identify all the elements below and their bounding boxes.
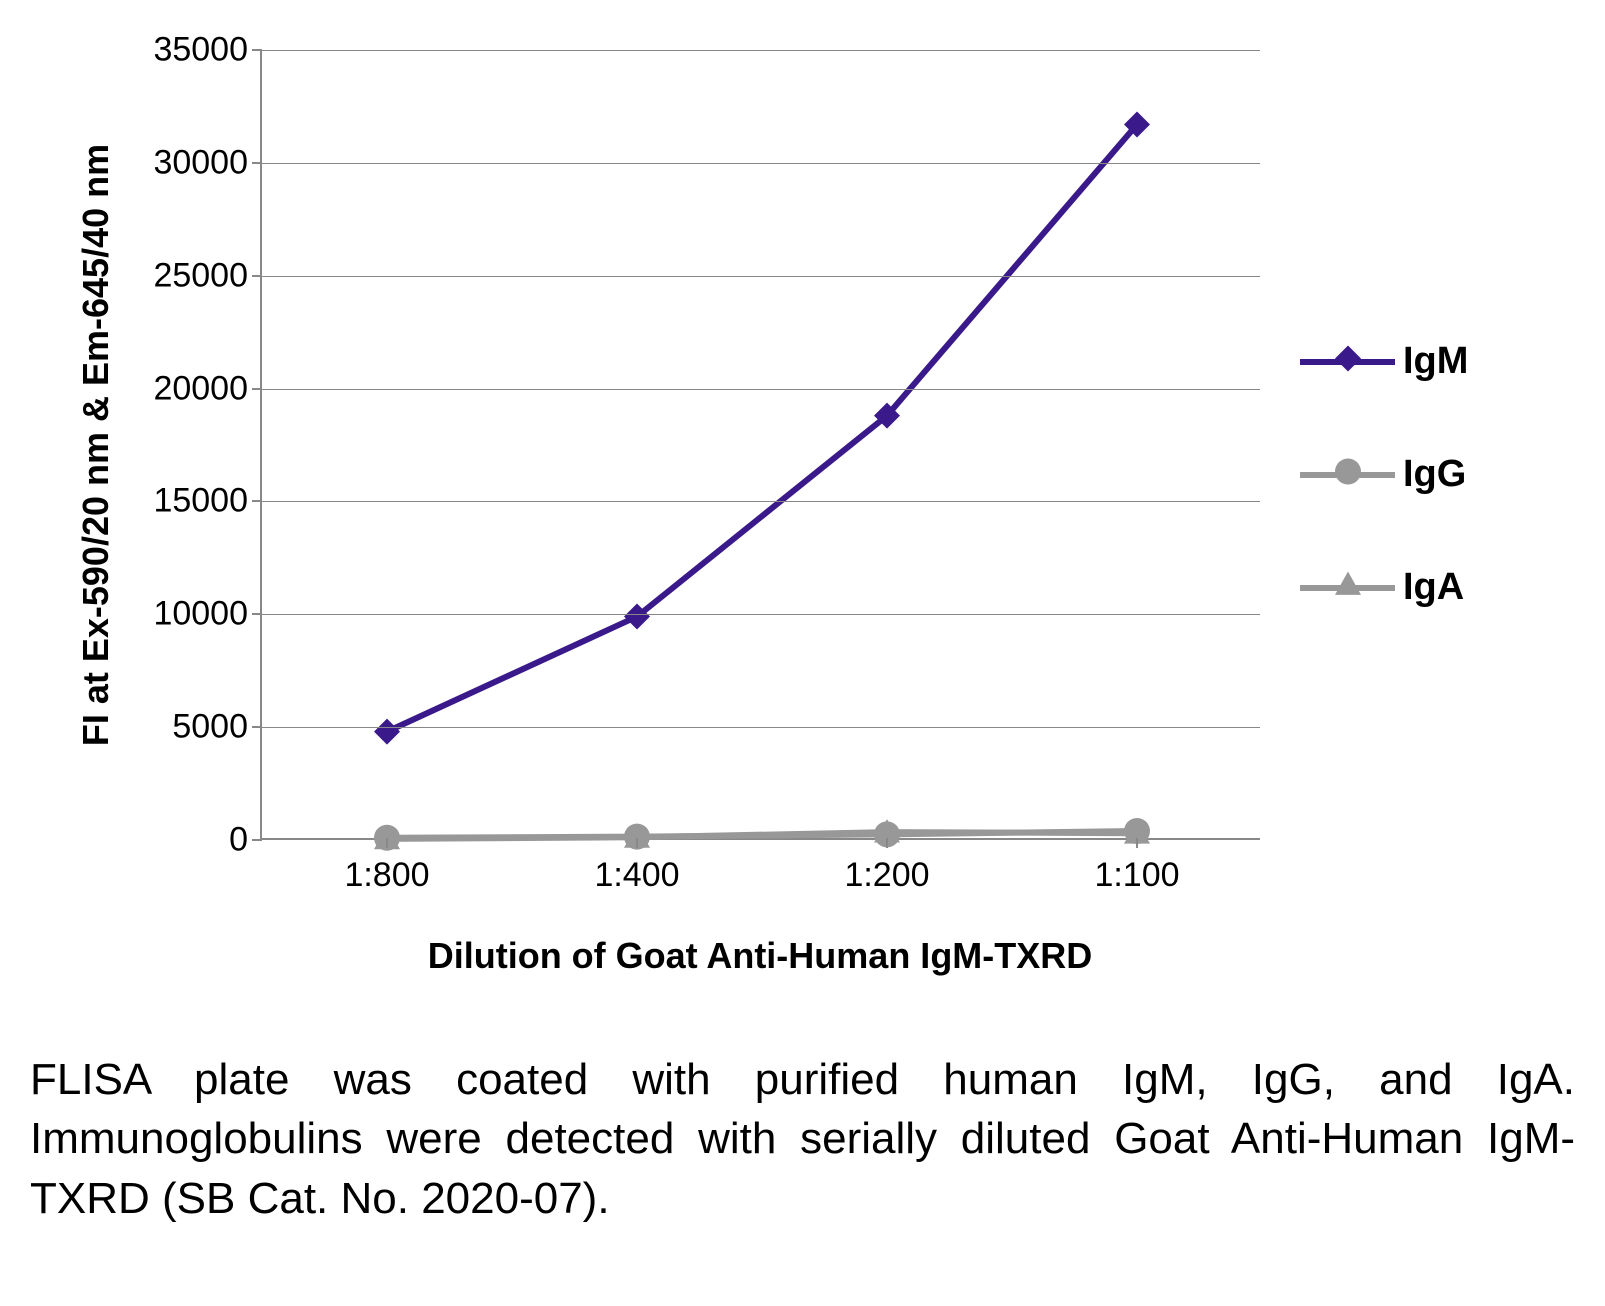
gridline (262, 389, 1260, 390)
caption-text: FLISA plate was coated with purified hum… (30, 1050, 1575, 1228)
y-tick-label: 0 (229, 821, 262, 860)
legend-label: IgA (1403, 566, 1464, 609)
gridline (262, 276, 1260, 277)
y-tick-label: 10000 (153, 595, 262, 634)
chart-svg (262, 50, 1262, 840)
y-tick-label: 25000 (153, 256, 262, 295)
legend-label: IgM (1403, 340, 1468, 383)
legend-item-iga: IgA (1300, 566, 1468, 609)
legend-line (1300, 359, 1395, 365)
x-tick-label: 1:200 (844, 838, 929, 895)
y-tick-label: 15000 (153, 482, 262, 521)
gridline (262, 727, 1260, 728)
y-tick-label: 30000 (153, 143, 262, 182)
legend-label: IgG (1403, 453, 1466, 496)
legend-item-igg: IgG (1300, 453, 1468, 496)
legend-line (1300, 472, 1395, 478)
legend: IgM IgG IgA (1300, 340, 1468, 609)
legend-line (1300, 585, 1395, 591)
plot-area: 050001000015000200002500030000350001:800… (260, 50, 1260, 840)
x-tick-label: 1:100 (1094, 838, 1179, 895)
gridline (262, 50, 1260, 51)
gridline (262, 501, 1260, 502)
x-tick-label: 1:400 (594, 838, 679, 895)
y-tick-label: 5000 (172, 708, 262, 747)
y-tick-label: 20000 (153, 369, 262, 408)
x-axis-title: Dilution of Goat Anti-Human IgM-TXRD (428, 935, 1093, 977)
triangle-icon (1333, 566, 1363, 609)
y-tick-label: 35000 (153, 31, 262, 70)
gridline (262, 614, 1260, 615)
diamond-icon (1333, 340, 1363, 383)
legend-item-igm: IgM (1300, 340, 1468, 383)
y-axis-title: FI at Ex-590/20 nm & Em-645/40 nm (75, 144, 117, 746)
gridline (262, 163, 1260, 164)
flisa-chart: 0 5000 10000 15000 20000 25000 30000 35000 1:800… (30, 30, 1575, 1030)
x-tick-label: 1:800 (344, 838, 429, 895)
circle-icon (1333, 453, 1363, 496)
